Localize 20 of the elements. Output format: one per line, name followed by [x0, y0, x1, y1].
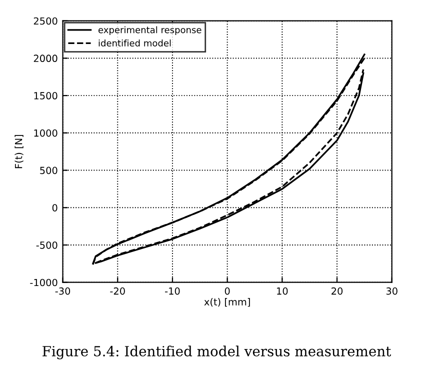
- y-tick-label: 0: [52, 204, 58, 212]
- y-tick-label: 500: [40, 166, 58, 174]
- y-axis-title: F(t) [N]: [14, 134, 24, 168]
- x-tick-label: 30: [386, 287, 398, 295]
- legend-label: identified model: [98, 40, 171, 46]
- x-tick-label: 10: [277, 287, 288, 295]
- y-tick-label: 1000: [34, 129, 58, 137]
- x-tick-label: 20: [332, 287, 343, 295]
- y-tick-label: 2000: [34, 54, 58, 62]
- legend-label: experimental response: [98, 26, 202, 35]
- y-tick-label: -1000: [30, 278, 58, 286]
- x-tick-label: -10: [165, 287, 180, 295]
- x-axis-title: x(t) [mm]: [204, 298, 250, 307]
- y-tick-label: 2500: [34, 17, 58, 25]
- x-tick-label: 0: [224, 287, 230, 295]
- y-tick-label: 1500: [34, 92, 58, 100]
- caption: Figure 5.4: Identified model versus measurement: [42, 346, 392, 360]
- y-tick-label: -500: [36, 241, 58, 249]
- x-tick-label: -20: [110, 287, 125, 295]
- x-tick-label: -30: [55, 287, 70, 295]
